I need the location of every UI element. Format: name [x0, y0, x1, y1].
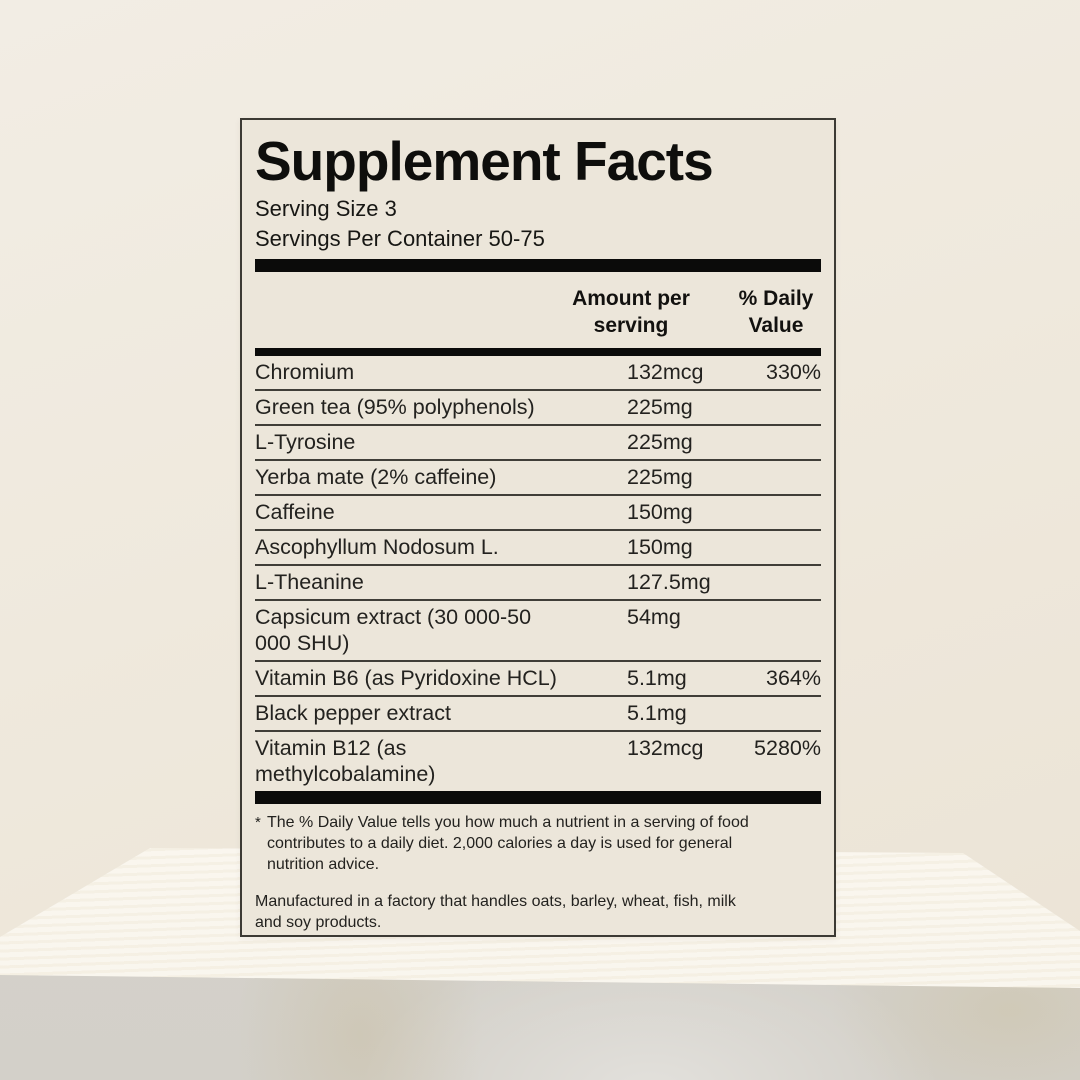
- nutrient-name: Green tea (95% polyphenols): [255, 395, 535, 419]
- daily-value-footnote: * The % Daily Value tells you how much a…: [255, 812, 821, 875]
- label-title: Supplement Facts: [255, 130, 714, 192]
- table-row: Capsicum extract (30 000-50 000 SHU) 54m…: [255, 601, 821, 662]
- nutrient-amount: 150mg: [627, 535, 693, 559]
- nutrient-amount: 225mg: [627, 395, 693, 419]
- nutrient-amount: 5.1mg: [627, 701, 687, 725]
- nutrient-name: Vitamin B6 (as Pyridoxine HCL): [255, 666, 557, 690]
- nutrient-amount: 225mg: [627, 465, 693, 489]
- allergen-note: Manufactured in a factory that handles o…: [255, 893, 736, 931]
- nutrient-name: Ascophyllum Nodosum L.: [255, 535, 499, 559]
- table-row: Caffeine 150mg: [255, 496, 821, 531]
- nutrient-amount: 150mg: [627, 500, 693, 524]
- table-row: Black pepper extract 5.1mg: [255, 697, 821, 732]
- nutrient-amount: 225mg: [627, 430, 693, 454]
- nutrient-daily-value: 364%: [766, 666, 821, 690]
- header-spacer: [255, 285, 531, 339]
- serving-info: Serving Size 3 Servings Per Container 50…: [255, 194, 821, 254]
- table-row: Chromium 132mcg 330%: [255, 356, 821, 391]
- supplement-facts-label: Supplement Facts Serving Size 3 Servings…: [240, 118, 836, 937]
- thick-separator-bar-bottom: [255, 791, 821, 804]
- footnote-asterisk: *: [255, 814, 261, 831]
- nutrient-name: Capsicum extract (30 000-50 000 SHU): [255, 605, 532, 655]
- nutrient-name: Yerba mate (2% caffeine): [255, 465, 497, 489]
- header-percent-daily-value: % Daily Value: [738, 287, 814, 337]
- nutrient-name: L-Tyrosine: [255, 430, 356, 454]
- table-row: Ascophyllum Nodosum L. 150mg: [255, 531, 821, 566]
- thick-separator-bar-top: [255, 259, 821, 272]
- nutrient-amount: 127.5mg: [627, 570, 711, 594]
- nutrient-name: L-Theanine: [255, 570, 364, 594]
- nutrient-name: Chromium: [255, 360, 355, 384]
- footnote-text: The % Daily Value tells you how much a n…: [267, 814, 749, 873]
- thick-separator-bar-header: [255, 348, 821, 356]
- table-row: Green tea (95% polyphenols) 225mg: [255, 391, 821, 426]
- serving-size-line: Serving Size 3: [255, 196, 397, 221]
- table-row: Yerba mate (2% caffeine) 225mg: [255, 461, 821, 496]
- nutrient-amount: 132mcg: [627, 360, 704, 384]
- header-amount-per-serving: Amount per serving: [572, 287, 690, 337]
- table-row: L-Theanine 127.5mg: [255, 566, 821, 601]
- nutrient-name: Black pepper extract: [255, 701, 451, 725]
- nutrient-amount: 54mg: [627, 605, 681, 629]
- servings-per-container-line: Servings Per Container 50-75: [255, 226, 545, 251]
- nutrient-name: Caffeine: [255, 500, 335, 524]
- table-row: Vitamin B12 (as methylcobalamine) 132mcg…: [255, 732, 821, 791]
- facts-table-header: Amount per serving % Daily Value: [255, 272, 821, 348]
- table-row: L-Tyrosine 225mg: [255, 426, 821, 461]
- nutrient-daily-value: 330%: [766, 360, 821, 384]
- nutrient-name: Vitamin B12 (as methylcobalamine): [255, 736, 436, 786]
- nutrient-amount: 132mcg: [627, 736, 704, 760]
- nutrient-table: Chromium 132mcg 330% Green tea (95% poly…: [255, 356, 821, 791]
- table-row: Vitamin B6 (as Pyridoxine HCL) 5.1mg 364…: [255, 662, 821, 697]
- nutrient-amount: 5.1mg: [627, 666, 687, 690]
- nutrient-daily-value: 5280%: [754, 736, 821, 760]
